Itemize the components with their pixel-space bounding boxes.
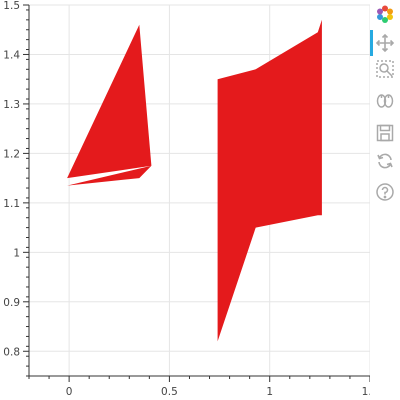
x-tick-label-1: 0.5 [161, 386, 178, 398]
active-tool-indicator [370, 30, 373, 56]
bokeh-logo-icon [377, 5, 393, 23]
y-tick-label-1: 0.9 [3, 297, 20, 309]
y-tick-label-0: 0.8 [3, 346, 20, 358]
x-tick-label-0: 0 [66, 386, 73, 398]
box-zoom-tool[interactable] [374, 58, 396, 80]
bokeh-logo[interactable] [374, 3, 396, 25]
wheel-zoom-icon [376, 94, 394, 108]
chart-plot[interactable]: 0 0.5 1 1.5 0.8 0.9 1 1.1 1.2 1.3 1.4 1.5 [0, 0, 370, 400]
y-tick-label-6: 1.4 [3, 49, 20, 61]
x-tick-label-2: 1 [266, 386, 273, 398]
box-zoom-icon [376, 60, 394, 78]
wheel-zoom-tool[interactable] [374, 90, 396, 112]
reset-tool[interactable] [374, 150, 396, 172]
y-tick-label-2: 1 [13, 247, 20, 259]
pan-icon [375, 33, 395, 53]
y-tick-label-4: 1.2 [3, 148, 20, 160]
y-tick-label-5: 1.3 [3, 99, 20, 111]
area-series-1 [217, 19, 322, 342]
save-tool[interactable] [374, 122, 396, 144]
axes: 0 0.5 1 1.5 0.8 0.9 1 1.1 1.2 1.3 1.4 1.5 [3, 0, 370, 398]
area-series [67, 19, 322, 342]
pan-tool[interactable] [374, 32, 396, 54]
x-tick-label-3: 1.5 [362, 386, 370, 398]
help-tool[interactable] [374, 181, 396, 203]
y-tick-label-3: 1.1 [3, 198, 20, 210]
save-icon [376, 124, 394, 142]
help-icon [376, 183, 394, 201]
reset-icon [377, 153, 393, 169]
toolbar [370, 0, 400, 400]
y-tick-label-7: 1.5 [3, 0, 20, 12]
area-series-0 [67, 24, 152, 186]
